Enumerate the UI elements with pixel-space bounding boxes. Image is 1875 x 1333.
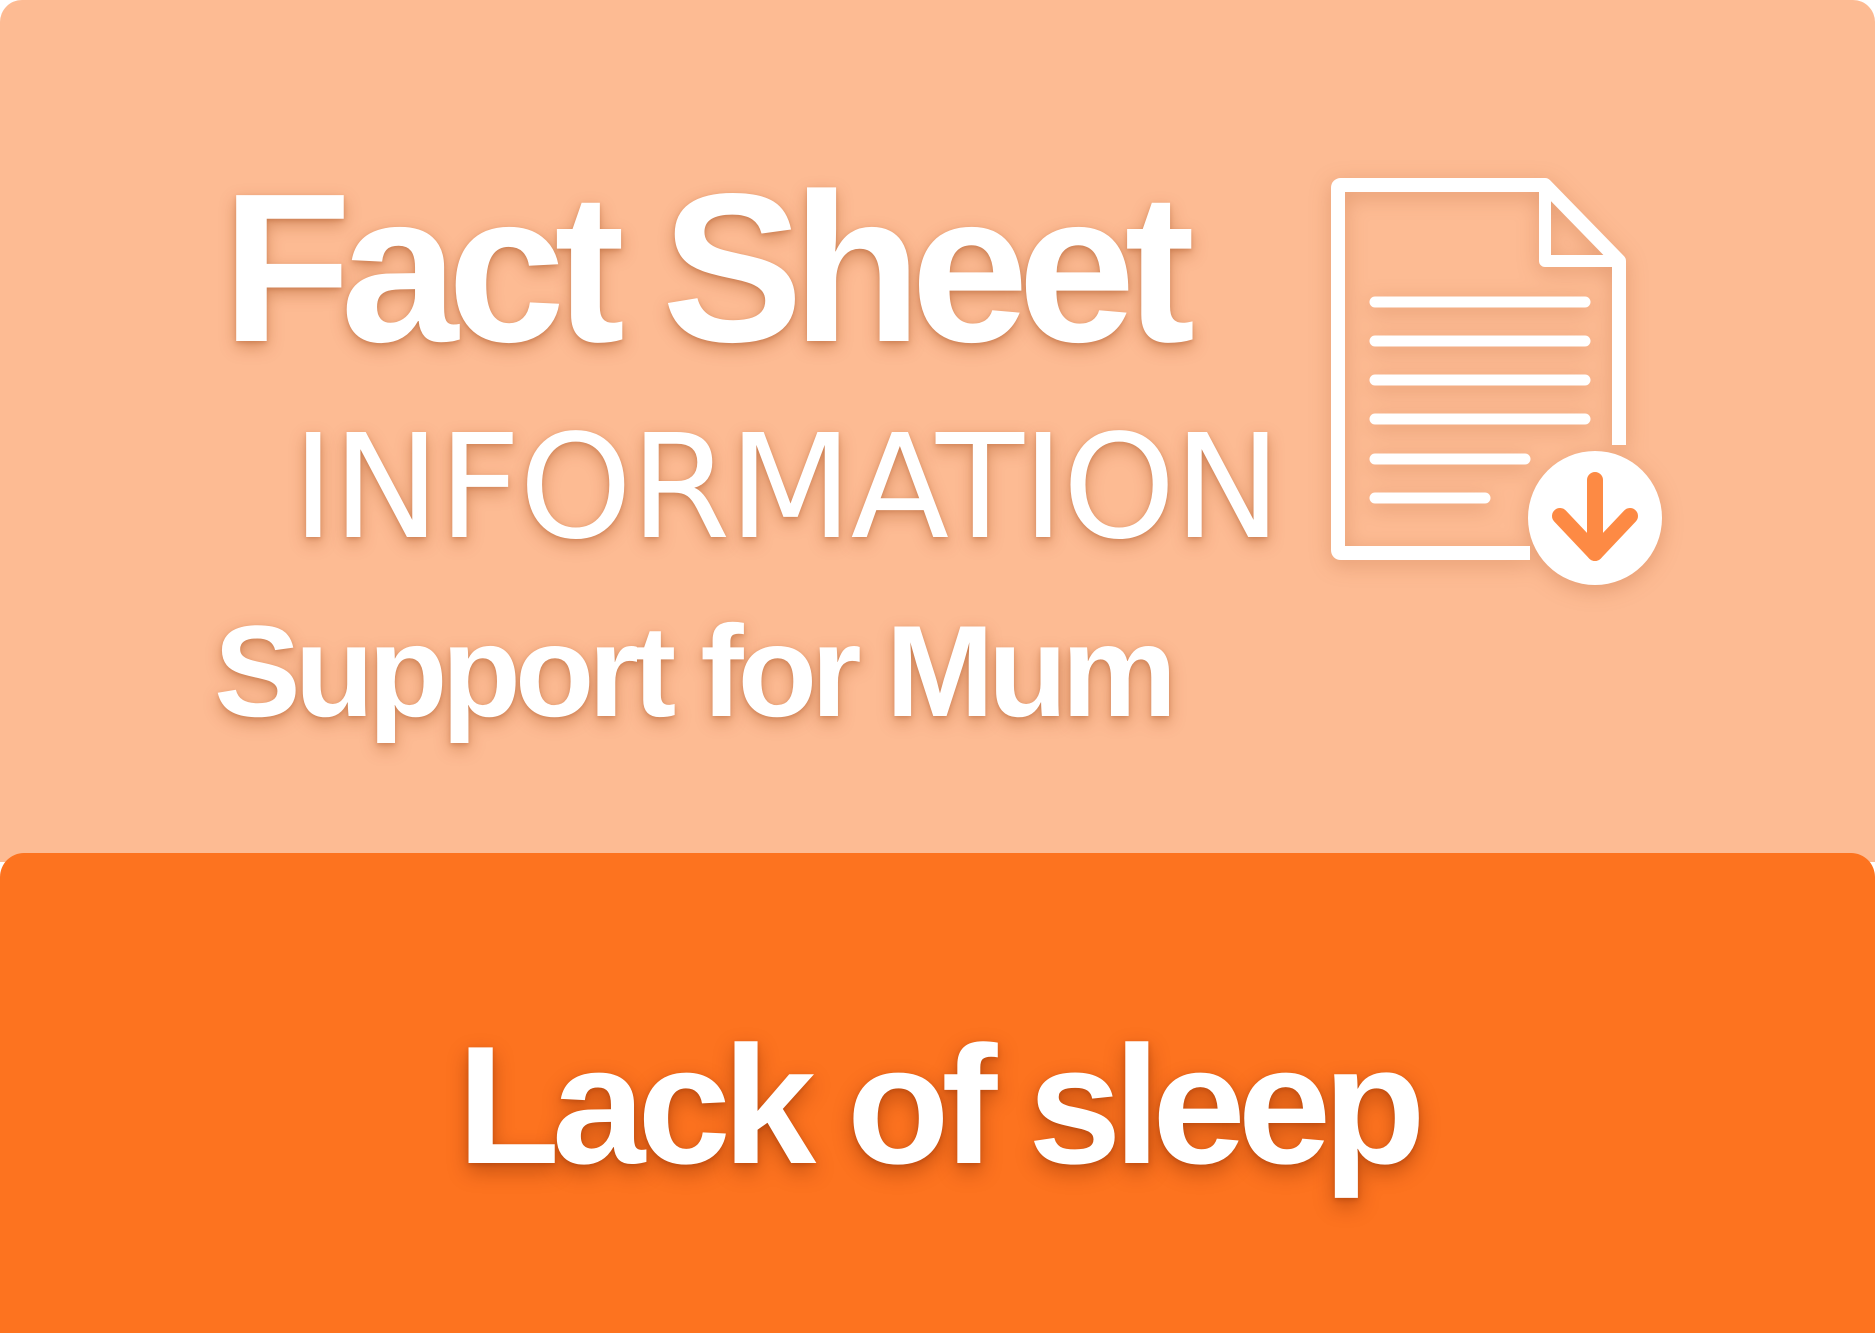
topic-banner [0,853,1875,1333]
page-topic: Support for Mum [214,598,1177,744]
page-title: Fact Sheet [222,149,1195,386]
document-download-icon [1331,178,1662,585]
header-panel: Fact Sheet INFORMATION Support for Mum [0,0,1875,862]
page-subtitle: INFORMATION [292,403,1281,571]
banner-heading: Lack of sleep [457,1011,1425,1199]
